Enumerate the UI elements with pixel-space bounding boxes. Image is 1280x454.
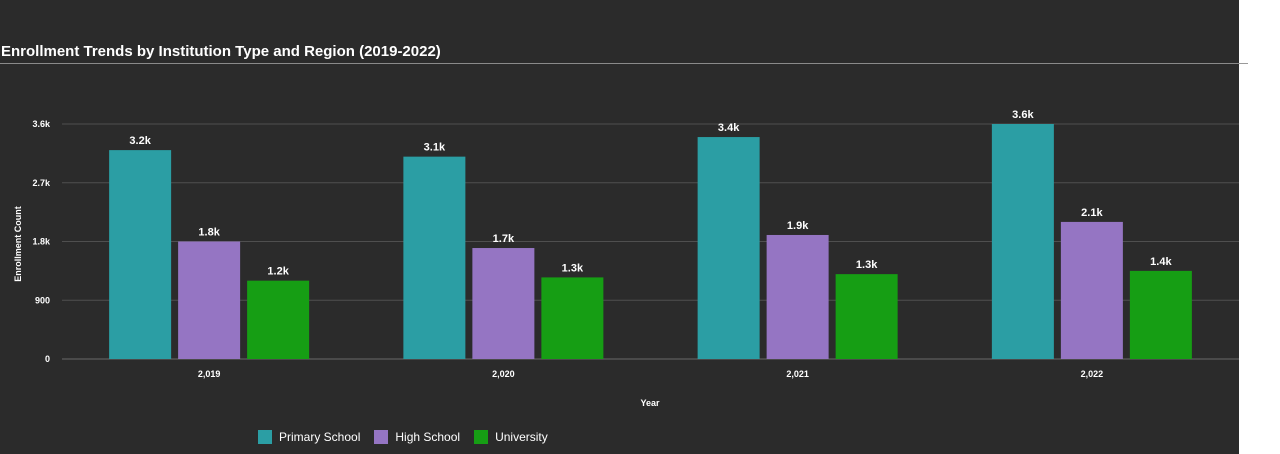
bar [697, 137, 760, 359]
bar-value-label: 3.2k [129, 135, 151, 147]
y-tick-label: 2.7k [32, 178, 51, 188]
y-axis-title: Enrollment Count [13, 206, 23, 282]
bar [403, 156, 466, 359]
title-divider [0, 63, 1239, 64]
x-tick-label: 2,021 [786, 369, 809, 379]
bar [991, 124, 1054, 359]
bar-value-label: 3.1k [424, 142, 446, 154]
legend-swatch [474, 430, 489, 444]
x-tick-label: 2,019 [198, 369, 221, 379]
y-tick-label: 3.6k [32, 119, 51, 129]
x-axis-title: Year [640, 398, 660, 408]
x-tick-label: 2,020 [492, 369, 515, 379]
y-tick-label: 1.8k [32, 237, 51, 247]
bar-value-label: 1.3k [562, 262, 584, 274]
bar [541, 277, 604, 359]
bar [178, 241, 241, 359]
legend-item[interactable]: University [474, 430, 548, 444]
bar-chart: 0 900 1.8k 2.7k 3.6k Enrollment Count 3.2k 1.8k… [13, 109, 1239, 408]
bar-value-label: 2.1k [1081, 207, 1103, 219]
edge-tick-mark [1239, 63, 1248, 64]
legend-label: University [495, 430, 548, 444]
legend-item[interactable]: High School [374, 430, 460, 444]
bar-value-label: 1.2k [267, 266, 289, 278]
bar-value-label: 1.9k [787, 220, 809, 232]
bar [472, 248, 535, 359]
bar-value-label: 1.7k [493, 233, 515, 245]
bar [1060, 221, 1123, 359]
legend-item[interactable]: Primary School [258, 430, 360, 444]
y-tick-label: 900 [35, 295, 50, 305]
y-tick-label: 0 [45, 354, 50, 364]
bar-value-label: 3.6k [1012, 109, 1034, 121]
bar [835, 274, 898, 359]
legend-label: High School [395, 430, 461, 444]
bar [109, 150, 172, 359]
bar-value-label: 1.4k [1150, 256, 1172, 268]
bar [1129, 270, 1192, 359]
legend-swatch [258, 430, 272, 444]
bar-value-label: 3.4k [718, 122, 740, 134]
legend-label: Primary School [279, 430, 361, 444]
bar-value-label: 1.3k [856, 259, 878, 271]
x-tick-label: 2,022 [1081, 369, 1104, 379]
bar [766, 234, 829, 359]
legend-swatch [374, 430, 389, 444]
bar [247, 280, 310, 359]
chart-legend: Primary School High School University [258, 430, 548, 444]
chart-title: Enrollment Trends by Institution Type an… [1, 43, 441, 60]
bar-value-label: 1.8k [198, 227, 220, 239]
